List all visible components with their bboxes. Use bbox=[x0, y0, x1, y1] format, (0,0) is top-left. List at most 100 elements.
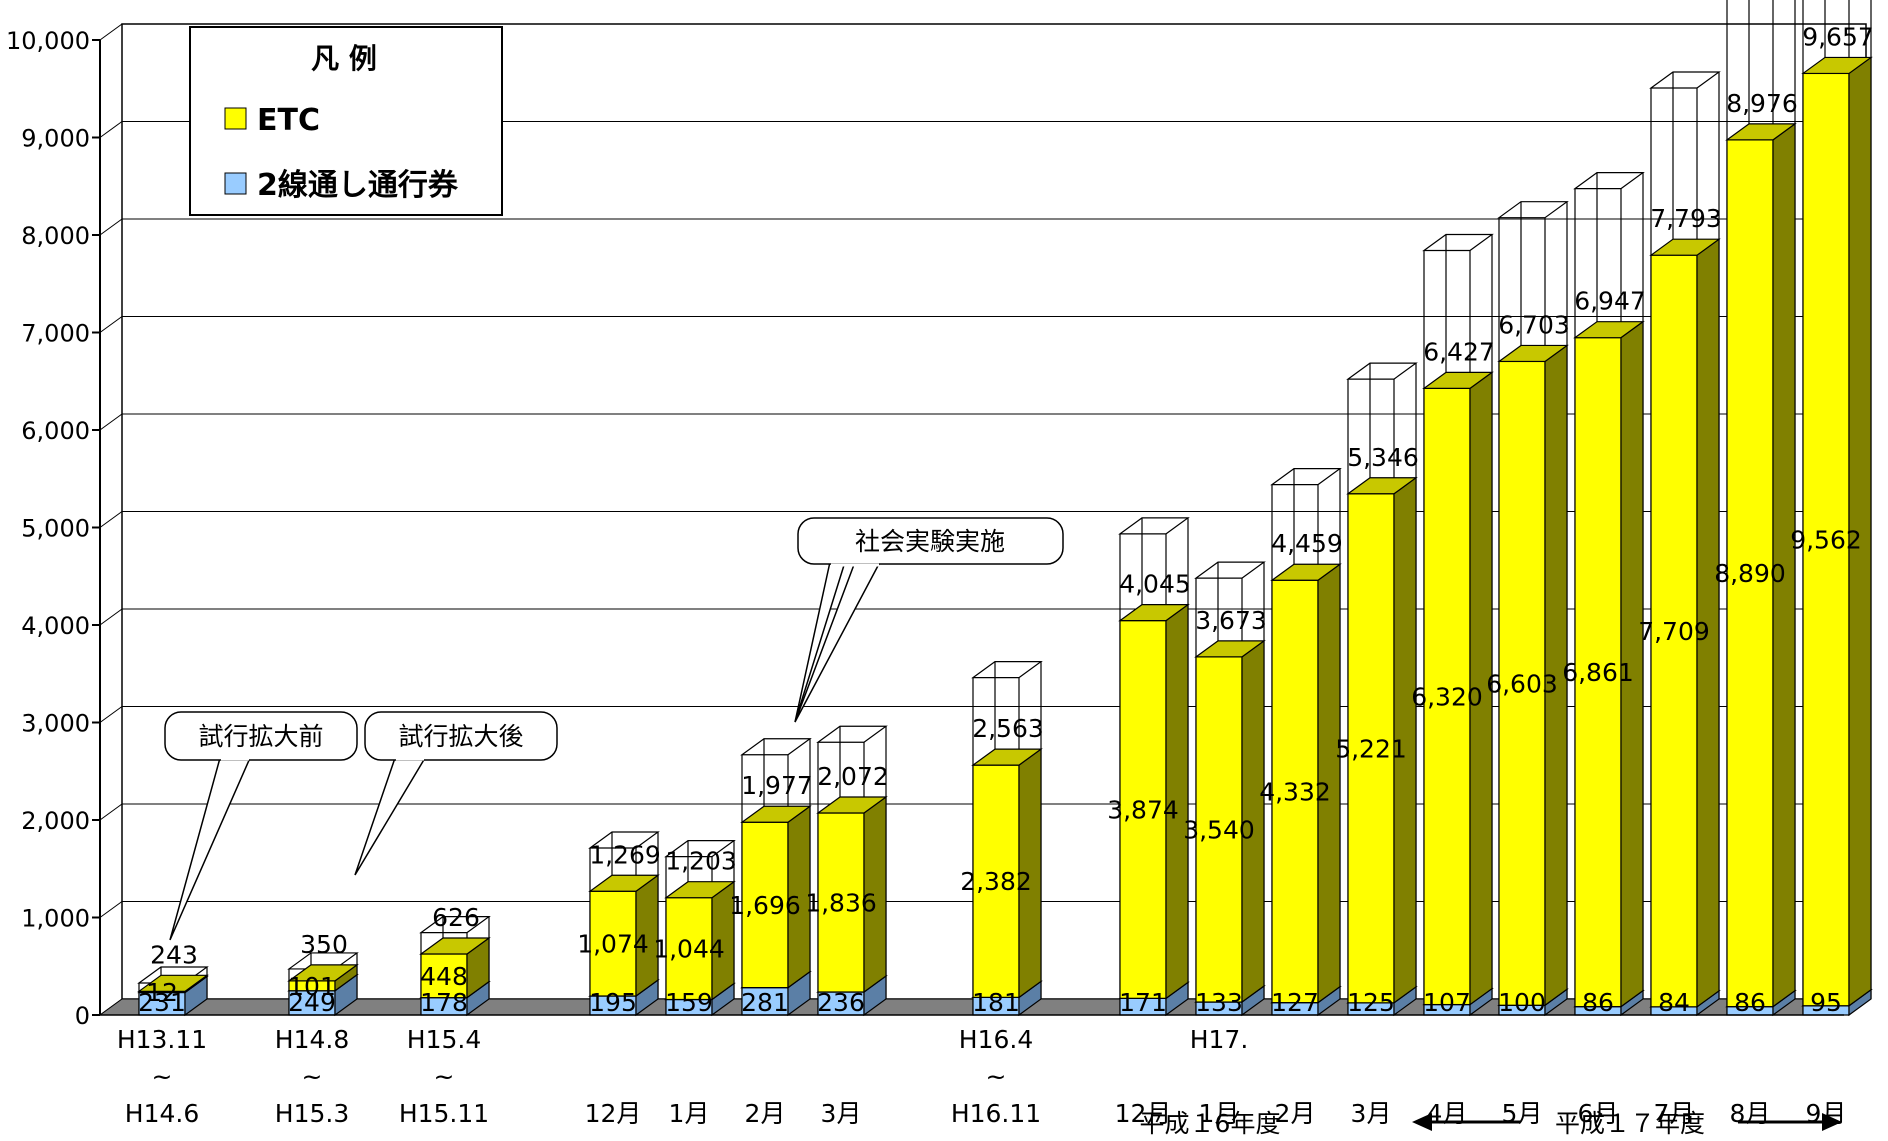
legend-label-ticket: 2線通し通行券 bbox=[257, 168, 459, 203]
category-label: H13.11 bbox=[117, 1025, 207, 1054]
y-tick-label: 4,000 bbox=[21, 612, 90, 640]
value-label-ticket: 236 bbox=[817, 988, 865, 1017]
value-label-ticket: 249 bbox=[288, 988, 336, 1017]
bar-etc-front bbox=[1498, 360, 1546, 1006]
value-label-total: 8,976 bbox=[1726, 89, 1798, 118]
bar-etc-front bbox=[1574, 337, 1622, 1008]
bar-etc bbox=[1118, 603, 1190, 1000]
callout-before-text: 試行拡大前 bbox=[198, 722, 323, 751]
value-label-ticket: 178 bbox=[420, 988, 468, 1017]
callout-experiment: 社会実験実施 bbox=[794, 517, 1064, 723]
x-axis-categories: H13.11 ~ H14.6 H14.8 ~ H15.3 H15.4 ~ H15.11 12月 1月… bbox=[117, 1025, 1847, 1128]
category-label: H16.11 bbox=[951, 1099, 1041, 1128]
y-tick-label: 2,000 bbox=[21, 807, 90, 835]
bar-etc bbox=[1346, 476, 1418, 1004]
category-label: H17. bbox=[1190, 1025, 1249, 1054]
bar-etc-front bbox=[1195, 656, 1243, 1003]
bar-etc-top bbox=[816, 796, 888, 814]
bar-etc bbox=[816, 795, 888, 994]
bar-etc bbox=[1270, 563, 1342, 1004]
value-label-ticket: 100 bbox=[1498, 988, 1546, 1017]
bar-etc-top bbox=[287, 964, 359, 982]
legend: 凡 例 ETC 2線通し通行券 bbox=[189, 26, 503, 216]
y-tick-label: 1,000 bbox=[21, 905, 90, 933]
gridline-side bbox=[99, 413, 123, 431]
value-label-etc: 12 bbox=[146, 978, 178, 1007]
value-label-etc: 3,874 bbox=[1107, 795, 1179, 824]
bar-etc-front bbox=[1726, 139, 1774, 1008]
value-label-total: 350 bbox=[300, 930, 348, 959]
bar-etc bbox=[1725, 122, 1797, 1008]
value-label-etc: 5,221 bbox=[1335, 734, 1407, 763]
data-labels: 231122432491013501784486261951,0741,2691… bbox=[138, 22, 1874, 1017]
category-label: 3月 bbox=[821, 1099, 862, 1128]
value-label-ticket: 127 bbox=[1271, 988, 1319, 1017]
bar-etc-front bbox=[972, 764, 1020, 998]
value-label-total: 7,793 bbox=[1650, 204, 1722, 233]
bar-etc-top bbox=[1270, 563, 1342, 581]
bar-etc-top bbox=[1118, 604, 1190, 622]
value-label-total: 5,346 bbox=[1347, 443, 1419, 472]
bar-etc bbox=[588, 874, 660, 998]
bar-etc-top bbox=[971, 748, 1043, 766]
y-tick-label: 9,000 bbox=[21, 125, 90, 153]
bar-etc bbox=[664, 880, 736, 1001]
value-label-etc: 6,861 bbox=[1562, 658, 1634, 687]
category-label: H15.3 bbox=[275, 1099, 349, 1128]
category-label: ~ bbox=[302, 1062, 323, 1091]
value-label-ticket: 107 bbox=[1423, 988, 1471, 1017]
bar-etc-top bbox=[664, 881, 736, 899]
category-label: ~ bbox=[152, 1062, 173, 1091]
callout-after: 試行拡大後 bbox=[354, 711, 558, 876]
category-label: H15.11 bbox=[399, 1099, 489, 1128]
value-label-etc: 3,540 bbox=[1183, 815, 1255, 844]
fiscal-year-h17: 平成１７年度 bbox=[1555, 1109, 1705, 1138]
bar-etc-top bbox=[137, 974, 209, 992]
value-label-etc: 1,044 bbox=[653, 935, 725, 964]
bar-etc-top bbox=[740, 805, 812, 823]
value-label-etc: 7,709 bbox=[1638, 617, 1710, 646]
bars bbox=[137, 0, 1873, 1017]
bar-etc-front bbox=[1271, 579, 1319, 1004]
bar-etc-front bbox=[1802, 72, 1850, 1007]
bar-etc-top bbox=[1346, 477, 1418, 495]
bar-etc-top bbox=[1194, 640, 1266, 658]
bar-etc bbox=[1573, 320, 1645, 1008]
value-label-total: 6,947 bbox=[1574, 287, 1646, 316]
value-label-ticket: 159 bbox=[665, 988, 713, 1017]
fiscal-year-h16: 平成１6年度 bbox=[1140, 1109, 1281, 1138]
bar-etc-top bbox=[1649, 238, 1721, 256]
value-label-total: 3,673 bbox=[1195, 606, 1267, 635]
bar-etc bbox=[1801, 56, 1873, 1007]
bar-etc-front bbox=[741, 821, 789, 989]
value-label-ticket: 133 bbox=[1195, 988, 1243, 1017]
bar-etc-front bbox=[1650, 254, 1698, 1008]
gridline-side bbox=[99, 316, 123, 333]
gridline-side bbox=[99, 218, 123, 236]
bar-etc bbox=[137, 974, 209, 994]
value-label-total: 4,045 bbox=[1119, 570, 1191, 599]
category-label: 5月 bbox=[1502, 1099, 1543, 1128]
y-tick-label: 0 bbox=[75, 1002, 90, 1030]
bar-etc-top bbox=[1422, 371, 1494, 389]
value-label-etc: 6,320 bbox=[1411, 682, 1483, 711]
category-label: ~ bbox=[986, 1062, 1007, 1091]
y-tick-label: 7,000 bbox=[21, 320, 90, 348]
value-label-total: 4,459 bbox=[1271, 529, 1343, 558]
bar-etc-top bbox=[1725, 123, 1797, 141]
category-label: 12月 bbox=[585, 1099, 642, 1128]
value-label-ticket: 86 bbox=[1734, 988, 1766, 1017]
bar-etc-top bbox=[1801, 56, 1873, 75]
y-tick-label: 10,000 bbox=[6, 27, 90, 55]
bar-etc-top bbox=[588, 874, 660, 892]
value-label-etc: 9,562 bbox=[1790, 526, 1862, 555]
value-label-total: 2,072 bbox=[817, 762, 889, 791]
bar-etc-top bbox=[1497, 344, 1569, 363]
value-label-total: 9,657 bbox=[1802, 22, 1874, 51]
value-label-total: 6,703 bbox=[1498, 310, 1570, 339]
category-label: 8月 bbox=[1730, 1099, 1771, 1128]
legend-swatch-etc bbox=[224, 107, 247, 130]
category-label: 6月 bbox=[1578, 1099, 1619, 1128]
value-label-etc: 1,836 bbox=[805, 888, 877, 917]
